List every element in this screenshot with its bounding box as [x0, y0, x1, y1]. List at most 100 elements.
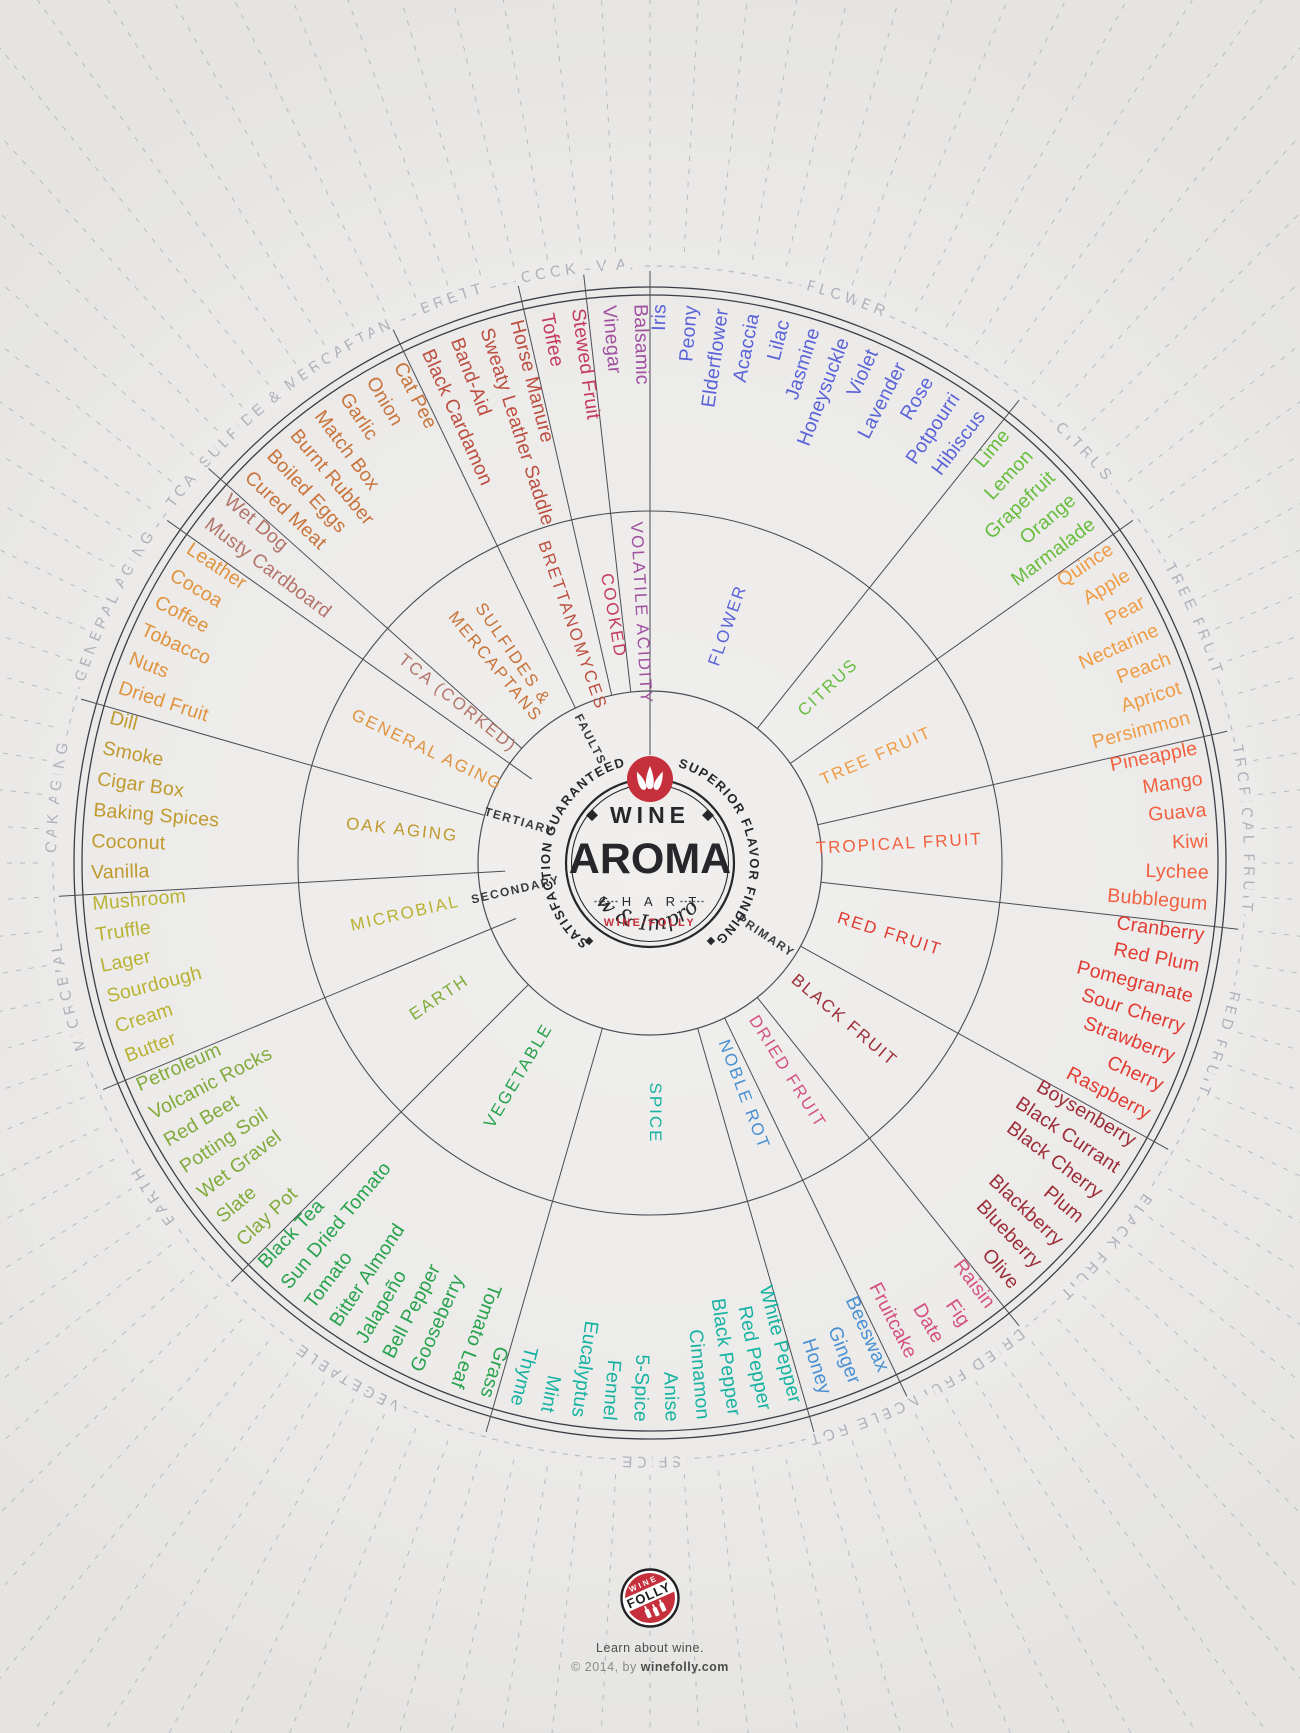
background-ray: [0, 344, 172, 482]
background-ray: [347, 0, 449, 286]
wine-splash-icon: [627, 756, 673, 802]
badge-square-ornament: [706, 936, 716, 946]
background-ray: [32, 1361, 297, 1733]
outer-category-label: RED FRUIT: [1193, 990, 1243, 1100]
aroma-item-label: Nuts: [126, 648, 172, 683]
background-ray: [718, 1471, 749, 1733]
background-ray: [851, 1440, 955, 1733]
outer-category-label: COOK: [520, 260, 580, 286]
background-ray: [0, 635, 73, 662]
footer-line1: Learn about wine.: [596, 1641, 704, 1655]
background-ray: [683, 1474, 700, 1733]
background-ray: [102, 1380, 325, 1733]
outer-category-label: MICROBIAL: [48, 939, 90, 1053]
category-ring-label: COOKED: [597, 572, 630, 660]
aroma-item-label: Coconut: [91, 830, 166, 854]
background-ray: [502, 0, 548, 260]
aroma-item-label: Vanilla: [91, 860, 150, 884]
background-ray: [1215, 593, 1300, 630]
aroma-item-label: Mint: [536, 1373, 565, 1415]
background-ray: [851, 0, 953, 286]
badge-word-brand: WINE·FOLLY: [604, 917, 696, 929]
background-ray: [1227, 635, 1300, 662]
background-ray: [1246, 998, 1300, 1012]
background-ray: [398, 1450, 482, 1733]
background-ray: [450, 1459, 515, 1733]
background-ray: [0, 549, 99, 598]
category-ring-label: VEGETABLE: [480, 1020, 556, 1131]
background-ray: [233, 0, 385, 312]
background-ray: [501, 1466, 548, 1733]
category-ring-label: TREE FRUIT: [817, 723, 934, 789]
background-ray: [0, 714, 54, 728]
aroma-item-label: 5-Spice: [629, 1354, 653, 1422]
splash-drop: [645, 766, 654, 790]
background-ray: [0, 1216, 152, 1325]
background-ray: [1227, 1064, 1300, 1091]
category-ring-label: NOBLE ROT: [715, 1037, 774, 1152]
category-ring-label: VOLATILE ACIDITY: [627, 521, 656, 705]
wheel-spoke: [756, 997, 1020, 1327]
background-ray: [0, 1128, 99, 1177]
wheel-spoke: [724, 1017, 908, 1397]
stamp-bottle-icon: [644, 1605, 652, 1619]
background-ray: [1201, 549, 1300, 598]
aroma-item-label: Guava: [1147, 799, 1207, 826]
badge-word-wine: WINE: [610, 802, 690, 828]
background-ray: [0, 503, 115, 568]
background-ray: [1261, 896, 1300, 901]
outer-category-label: NOBLE ROT: [805, 1391, 921, 1449]
splash-drop: [653, 771, 663, 790]
stamp-band: [625, 1578, 675, 1613]
background-ray: [1185, 503, 1300, 568]
background-ray: [0, 1031, 63, 1051]
aroma-item-label: Mushroom: [92, 885, 187, 915]
tier-label: FAULTS: [572, 712, 610, 768]
aroma-item-label: Toffee: [536, 311, 568, 368]
wheel-spoke: [583, 274, 632, 693]
background-ray: [1261, 825, 1300, 830]
background-ray: [0, 593, 85, 630]
bottle-neck: [658, 1599, 662, 1604]
aroma-item-label: Fennel: [598, 1359, 625, 1421]
splash-drop: [636, 771, 647, 790]
background-ray: [1082, 1295, 1300, 1514]
background-ray: [1237, 675, 1300, 695]
outer-category-label: SPICE: [619, 1452, 682, 1470]
wheel-spoke: [166, 520, 533, 780]
bottle-body: [652, 1607, 660, 1617]
background-ray: [683, 0, 699, 252]
stamp-bottle-icon: [652, 1604, 660, 1617]
wheel-spoke: [820, 881, 1239, 930]
background-ray: [1237, 1031, 1300, 1051]
aroma-item-label: Lychee: [1145, 860, 1209, 884]
aroma-item-label: Iris: [648, 304, 671, 331]
background-ray: [0, 1244, 172, 1382]
background-ray: [1201, 1128, 1300, 1177]
wheel-spoke: [80, 698, 485, 816]
background-ray: [1258, 931, 1300, 937]
background-ray: [915, 0, 1067, 312]
background-ray: [752, 1466, 799, 1733]
background-ray: [1057, 134, 1300, 408]
background-ray: [1082, 212, 1300, 431]
bottle-neck: [652, 1604, 656, 1609]
outer-category-label: V.A.: [596, 256, 637, 275]
badge-diamond-right: [702, 809, 714, 822]
background-ray: [291, 0, 417, 298]
background-ray: [0, 453, 133, 538]
outer-category-label: TROPICAL FRUIT: [1228, 744, 1257, 916]
background-ray: [0, 47, 269, 385]
background-ray: [0, 1341, 269, 1679]
wheel-spoke: [697, 1028, 815, 1433]
background-ray: [0, 1295, 218, 1514]
background-ray: [0, 931, 42, 937]
background-ray: [0, 998, 54, 1012]
background-ray: [0, 1064, 73, 1091]
category-ring-label: MICROBIAL: [349, 892, 462, 935]
bottle-body: [644, 1608, 652, 1619]
background-ray: [945, 0, 1128, 328]
background-ray: [1057, 1318, 1300, 1592]
badge-diamond-left: [586, 809, 598, 822]
